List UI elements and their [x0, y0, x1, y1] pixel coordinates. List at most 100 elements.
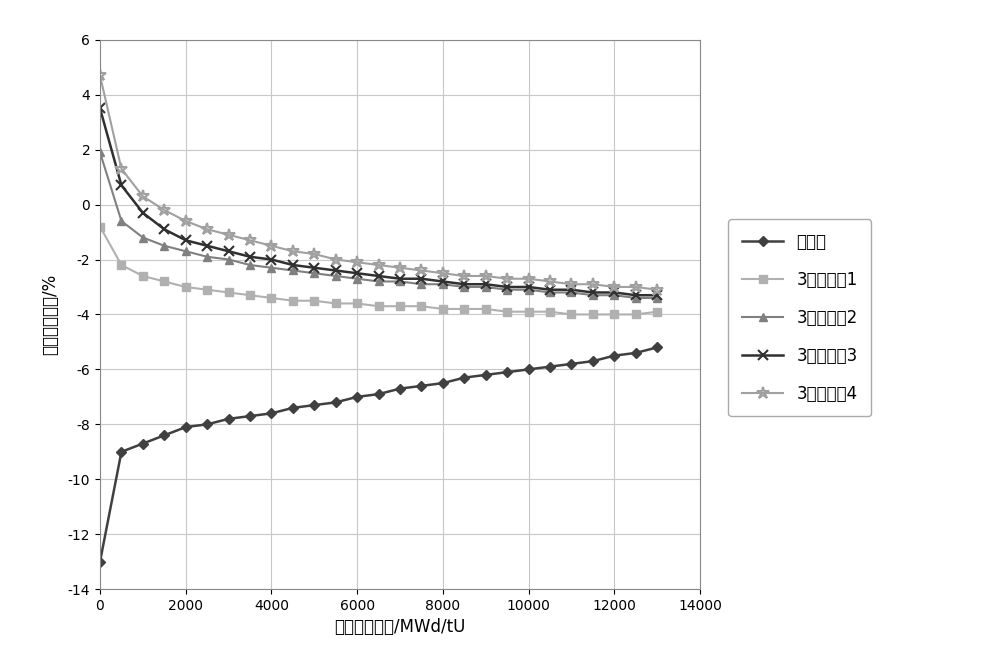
- 3分区方案2: [330, 272, 342, 280]
- 不分区: [223, 415, 235, 423]
- 不分区: [330, 399, 342, 406]
- 3分区方案2: [415, 280, 427, 288]
- 3分区方案2: [587, 291, 599, 299]
- 3分区方案3: [244, 253, 256, 261]
- 3分区方案1: [587, 310, 599, 318]
- 3分区方案4: [330, 256, 342, 263]
- 3分区方案3: [287, 261, 299, 269]
- 3分区方案2: [437, 280, 449, 288]
- 3分区方案4: [158, 206, 170, 214]
- 3分区方案1: [415, 303, 427, 310]
- 3分区方案1: [94, 222, 106, 230]
- 3分区方案3: [587, 289, 599, 297]
- 3分区方案4: [458, 272, 470, 280]
- 不分区: [394, 385, 406, 393]
- 不分区: [180, 423, 192, 431]
- 3分区方案4: [180, 217, 192, 225]
- 3分区方案3: [330, 267, 342, 275]
- 3分区方案1: [158, 277, 170, 285]
- 3分区方案2: [458, 283, 470, 291]
- 3分区方案3: [158, 225, 170, 233]
- 3分区方案4: [415, 267, 427, 275]
- 3分区方案3: [373, 272, 385, 280]
- 不分区: [94, 557, 106, 565]
- 不分区: [244, 412, 256, 420]
- 3分区方案1: [437, 305, 449, 313]
- 3分区方案2: [115, 217, 127, 225]
- 不分区: [480, 371, 492, 379]
- 3分区方案4: [651, 286, 663, 294]
- 3分区方案1: [630, 310, 642, 318]
- 3分区方案1: [287, 297, 299, 305]
- 3分区方案3: [415, 275, 427, 283]
- 3分区方案3: [565, 286, 577, 294]
- 3分区方案2: [265, 263, 277, 271]
- 3分区方案4: [351, 258, 363, 266]
- 不分区: [415, 382, 427, 390]
- 3分区方案2: [158, 242, 170, 250]
- 3分区方案2: [480, 283, 492, 291]
- 3分区方案1: [608, 310, 620, 318]
- 3分区方案3: [137, 209, 149, 216]
- 3分区方案1: [137, 272, 149, 280]
- 3分区方案3: [501, 283, 513, 291]
- 3分区方案2: [201, 253, 213, 261]
- 不分区: [115, 448, 127, 456]
- Line: 不分区: 不分区: [97, 344, 661, 565]
- 3分区方案4: [608, 283, 620, 291]
- 3分区方案3: [394, 275, 406, 283]
- 3分区方案3: [265, 256, 277, 263]
- 3分区方案2: [137, 234, 149, 242]
- 不分区: [651, 344, 663, 352]
- 3分区方案1: [651, 308, 663, 316]
- 3分区方案3: [458, 280, 470, 288]
- 3分区方案4: [308, 250, 320, 258]
- 不分区: [137, 440, 149, 448]
- 3分区方案4: [115, 165, 127, 173]
- 3分区方案4: [201, 225, 213, 233]
- 3分区方案2: [651, 294, 663, 302]
- 3分区方案1: [308, 297, 320, 305]
- 不分区: [630, 349, 642, 357]
- 不分区: [287, 404, 299, 412]
- 3分区方案1: [544, 308, 556, 316]
- 不分区: [587, 357, 599, 365]
- 3分区方案3: [608, 289, 620, 297]
- 3分区方案1: [565, 310, 577, 318]
- 不分区: [351, 393, 363, 401]
- 3分区方案1: [244, 291, 256, 299]
- 不分区: [523, 365, 535, 373]
- X-axis label: 平衡循环燃耗/MWd/tU: 平衡循环燃耗/MWd/tU: [334, 618, 466, 636]
- 3分区方案4: [523, 275, 535, 283]
- 3分区方案3: [480, 280, 492, 288]
- 3分区方案2: [180, 248, 192, 256]
- 3分区方案4: [544, 277, 556, 285]
- 不分区: [565, 360, 577, 368]
- 不分区: [608, 352, 620, 359]
- 3分区方案2: [373, 277, 385, 285]
- 3分区方案1: [115, 261, 127, 269]
- 3分区方案4: [480, 272, 492, 280]
- 3分区方案1: [480, 305, 492, 313]
- 3分区方案4: [501, 275, 513, 283]
- 3分区方案2: [287, 267, 299, 275]
- 不分区: [501, 368, 513, 376]
- 3分区方案1: [351, 299, 363, 307]
- 3分区方案4: [137, 193, 149, 201]
- 3分区方案3: [223, 248, 235, 256]
- 3分区方案4: [94, 71, 106, 79]
- 3分区方案4: [244, 236, 256, 244]
- 3分区方案1: [201, 286, 213, 294]
- 3分区方案2: [565, 289, 577, 297]
- Line: 3分区方案1: 3分区方案1: [96, 222, 661, 318]
- 不分区: [458, 373, 470, 381]
- 3分区方案2: [501, 286, 513, 294]
- 3分区方案2: [394, 277, 406, 285]
- Line: 3分区方案4: 3分区方案4: [94, 70, 663, 296]
- 3分区方案1: [223, 289, 235, 297]
- 不分区: [373, 390, 385, 398]
- 3分区方案2: [94, 148, 106, 156]
- Line: 3分区方案3: 3分区方案3: [95, 103, 662, 300]
- 3分区方案4: [287, 248, 299, 256]
- 3分区方案4: [587, 280, 599, 288]
